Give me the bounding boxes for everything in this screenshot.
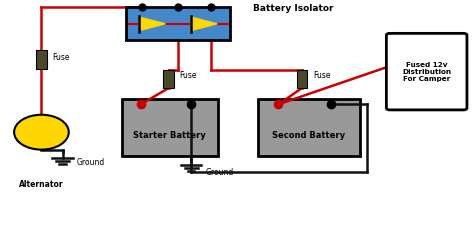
Bar [164, 70, 174, 88]
Text: Alternator: Alternator [19, 180, 64, 189]
Ellipse shape [14, 115, 69, 150]
Polygon shape [191, 17, 217, 31]
Text: Ground: Ground [77, 159, 105, 167]
Text: Battery Isolator: Battery Isolator [253, 4, 334, 13]
FancyBboxPatch shape [386, 33, 467, 110]
Bar [297, 70, 307, 88]
Text: Fused 12v
Distribution
For Camper: Fused 12v Distribution For Camper [402, 62, 451, 82]
Bar [258, 99, 359, 156]
Text: Fuse: Fuse [313, 71, 330, 80]
Text: Second Battery: Second Battery [272, 131, 346, 140]
Polygon shape [139, 17, 165, 31]
Bar [126, 7, 230, 40]
Text: Fuse: Fuse [180, 71, 197, 80]
Bar [121, 99, 218, 156]
Text: Ground: Ground [205, 168, 234, 177]
Text: Starter Battery: Starter Battery [134, 131, 206, 140]
Text: Fuse: Fuse [52, 53, 70, 61]
Bar [36, 50, 46, 69]
